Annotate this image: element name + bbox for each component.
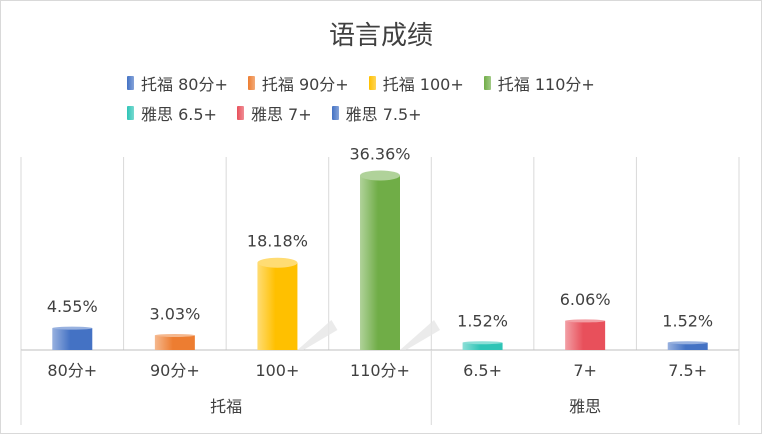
tick-label: 110分+ [350, 361, 410, 380]
data-label: 4.55% [47, 297, 98, 316]
bar-shadow [297, 320, 338, 350]
legend-row-1: 托福 80分+ 托福 90分+ 托福 100+ 托福 110分+ [127, 71, 687, 95]
legend-item: 雅思 6.5+ [127, 101, 217, 125]
tick-label: 90分+ [150, 361, 200, 380]
legend-item: 托福 100+ [368, 71, 464, 95]
legend-item: 雅思 7+ [236, 101, 312, 125]
bar-cap-1 [52, 326, 93, 330]
legend-label: 雅思 6.5+ [141, 105, 217, 124]
legend-label: 托福 100+ [382, 75, 464, 94]
bar-6 [565, 320, 606, 350]
chart-title: 语言成绩 [328, 21, 433, 51]
legend-swatch [236, 106, 244, 120]
bar-cap-4 [360, 170, 400, 181]
data-label: 6.06% [560, 290, 611, 309]
legend-swatch [368, 76, 376, 90]
legend-label: 雅思 7+ [250, 105, 312, 124]
legend-swatch [331, 106, 339, 120]
bar-cap-3 [257, 257, 298, 268]
legend-swatch [127, 106, 134, 120]
legend-label: 托福 80分+ [141, 75, 228, 94]
bar-5 [462, 342, 503, 350]
bar-2 [154, 335, 195, 350]
data-label: 1.52% [457, 312, 508, 331]
legend-item: 雅思 7.5+ [331, 101, 422, 125]
bar-cap-7 [667, 341, 708, 345]
bar-3 [257, 262, 298, 350]
bar-cap-6 [565, 319, 606, 323]
group-label: 雅思 [569, 397, 601, 416]
tick-label: 7+ [573, 361, 597, 380]
bar-cap-5 [462, 341, 503, 345]
bar-cap-2 [154, 333, 195, 337]
legend-item: 托福 90分+ [247, 71, 349, 95]
tick-label: 6.5+ [463, 361, 502, 380]
legend-swatch [483, 76, 491, 90]
tick-label: 80分+ [47, 361, 97, 380]
bar-shadow [400, 320, 440, 350]
tick-label: 7.5+ [668, 361, 707, 380]
bar-4 [360, 175, 400, 350]
legend-swatch [127, 76, 134, 90]
bar-7 [667, 342, 708, 350]
data-label: 3.03% [149, 304, 200, 323]
legend-row-2: 雅思 6.5+ 雅思 7+ 雅思 7.5+ [127, 101, 687, 125]
bar-1 [52, 328, 93, 350]
data-label: 18.18% [247, 232, 308, 251]
legend-swatch [247, 76, 255, 90]
legend-label: 托福 90分+ [261, 75, 349, 94]
legend-item: 托福 110分+ [483, 71, 595, 95]
legend-item: 托福 80分+ [127, 71, 228, 95]
group-label: 托福 [210, 397, 242, 416]
tick-label: 100+ [255, 361, 299, 380]
data-label: 36.36% [349, 144, 410, 163]
legend: 托福 80分+ 托福 90分+ 托福 100+ 托福 110分+ 雅思 6.5+… [127, 71, 687, 131]
legend-label: 托福 110分+ [497, 75, 595, 94]
legend-label: 雅思 7.5+ [345, 105, 422, 124]
data-label: 1.52% [662, 312, 713, 331]
